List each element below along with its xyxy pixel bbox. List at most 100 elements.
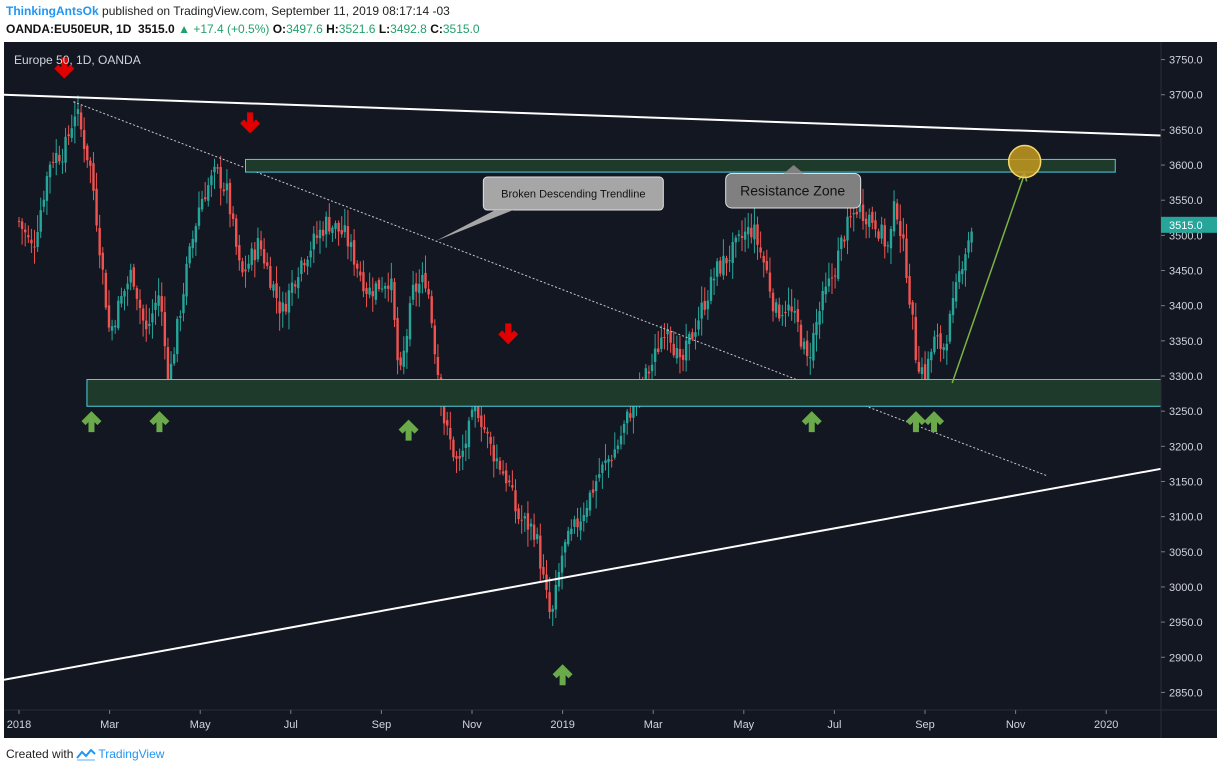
trendline-callout-pointer (435, 210, 514, 241)
publisher-name[interactable]: ThinkingAntsOk (6, 4, 99, 18)
tradingview-brand[interactable]: TradingView (98, 747, 165, 761)
candle-body (352, 240, 356, 265)
candle-body (228, 182, 232, 215)
candle-body (610, 459, 613, 461)
candle-body (868, 214, 871, 227)
candle-body (551, 608, 554, 612)
candle-body (511, 485, 514, 488)
price-chart[interactable]: Broken Descending Trendline Resistance Zo… (4, 42, 1217, 738)
candle-body (172, 354, 176, 364)
candle-body (657, 348, 660, 352)
candle-body (961, 268, 964, 275)
candle-body (722, 255, 725, 276)
candle-body (591, 489, 595, 493)
candle-body (303, 263, 306, 266)
candle-body (371, 291, 374, 297)
candle-body (197, 207, 201, 226)
candle-body (858, 205, 862, 213)
candle-body (284, 303, 288, 312)
candle-body (346, 226, 350, 247)
candle-body (796, 309, 800, 323)
y-tick-label: 3750.0 (1169, 55, 1203, 67)
candle-body (123, 291, 126, 297)
candle-body (356, 263, 359, 269)
candle-body (89, 160, 92, 166)
up-arrow-icon (398, 419, 419, 441)
candle-body (914, 316, 917, 361)
candle-body (933, 336, 936, 353)
y-tick-label: 3300.0 (1169, 371, 1203, 383)
x-tick-label: Sep (915, 719, 935, 731)
candle-body (452, 439, 455, 458)
candle-body (644, 368, 648, 383)
candle-body (145, 320, 148, 330)
candle-body (542, 566, 545, 575)
candle-body (681, 354, 685, 360)
candle-body (920, 367, 924, 375)
candle-body (486, 431, 489, 434)
x-tick-label: May (733, 719, 754, 731)
candle-body (632, 396, 635, 418)
candle-body (141, 308, 145, 321)
candle-body (675, 348, 679, 359)
candle-body (526, 513, 530, 530)
candle-body (815, 321, 818, 336)
open-value: 3497.6 (286, 22, 323, 36)
x-tick-label: Mar (644, 719, 663, 731)
candle-body (821, 290, 824, 311)
candle-body (563, 541, 567, 553)
candle-body (281, 302, 284, 312)
candle-body (892, 201, 896, 232)
candle-body (728, 260, 731, 262)
candle-body (926, 358, 930, 384)
candle-body (390, 278, 393, 291)
resistance-callout-text: Resistance Zone (740, 183, 845, 199)
candle-body (39, 210, 42, 232)
candle-body (349, 242, 353, 248)
chart-panel[interactable]: Broken Descending Trendline Resistance Zo… (4, 42, 1217, 738)
candle-body (880, 224, 883, 239)
candle-body (607, 458, 610, 463)
candle-body (203, 197, 207, 200)
candle-body (374, 283, 378, 300)
upper-trendline (4, 93, 1162, 137)
candle-body (287, 290, 291, 313)
candle-body (138, 299, 142, 308)
candle-body (843, 239, 846, 242)
candle-body (219, 166, 222, 189)
candle-body (688, 334, 691, 344)
candle-body (669, 330, 672, 343)
candle-body (315, 235, 319, 238)
candle-body (778, 304, 781, 319)
candle-body (750, 227, 753, 238)
candle-body (321, 229, 325, 236)
candle-body (604, 460, 607, 463)
candle-body (536, 534, 539, 540)
candle-body (135, 288, 139, 299)
candle-body (830, 277, 834, 279)
up-arrow-icon (81, 411, 102, 433)
candle-body (734, 237, 738, 243)
candle-body (76, 109, 80, 114)
candle-body (743, 231, 747, 240)
candle-body (113, 325, 117, 328)
candle-body (244, 269, 247, 272)
candle-body (483, 426, 486, 430)
y-tick-label: 3450.0 (1169, 266, 1203, 278)
candle-body (58, 154, 61, 162)
symbol-label: OANDA:EU50EUR, 1D (6, 22, 132, 36)
last-price-tag (1161, 216, 1217, 233)
candle-body (650, 364, 654, 372)
y-tick-label: 3200.0 (1169, 441, 1203, 453)
candle-body (148, 323, 151, 326)
candle-body (24, 229, 27, 233)
candle-body (104, 272, 108, 308)
candle-body (864, 218, 868, 225)
candle-body (725, 257, 728, 264)
candle-body (393, 282, 396, 320)
axes-layer: 2850.0 2900.0 2950.0 3000.0 3050.0 3100.0 3150… (4, 42, 1217, 738)
candle-body (948, 313, 952, 342)
candle-body (73, 116, 77, 127)
candle-body (343, 225, 347, 233)
candle-body (396, 318, 399, 361)
